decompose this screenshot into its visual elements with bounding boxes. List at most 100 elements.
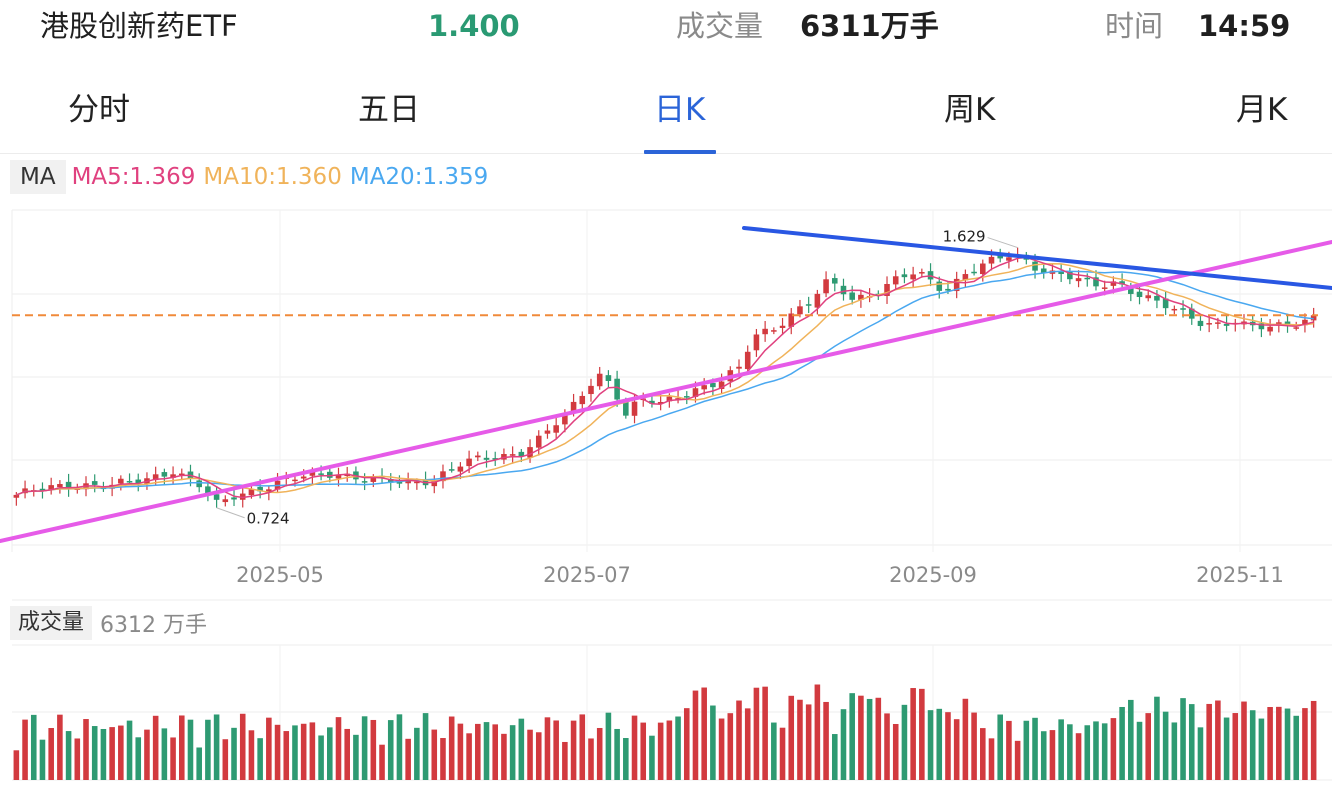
volume-bar bbox=[1188, 704, 1195, 780]
candle-body bbox=[335, 474, 342, 479]
volume-bar bbox=[205, 719, 211, 780]
volume-bar bbox=[535, 732, 542, 780]
candle-body bbox=[483, 457, 490, 460]
candle-body bbox=[370, 477, 377, 482]
volume-bar bbox=[831, 734, 838, 780]
candle-body bbox=[980, 263, 986, 275]
candle-body bbox=[562, 413, 568, 425]
candle-body bbox=[570, 401, 577, 413]
candle-body bbox=[126, 481, 133, 483]
candle-body bbox=[753, 334, 760, 351]
volume-bar bbox=[431, 729, 438, 780]
volume-bar bbox=[422, 713, 429, 780]
candle-body bbox=[57, 484, 63, 488]
volume-bar bbox=[327, 727, 333, 780]
volume-bar bbox=[596, 727, 603, 780]
volume-bar bbox=[353, 734, 359, 780]
candle-body bbox=[361, 481, 368, 483]
volume-bar bbox=[1032, 717, 1038, 780]
volume-bar bbox=[605, 712, 612, 780]
volume-bar bbox=[762, 686, 768, 780]
volume-bar bbox=[701, 687, 707, 780]
candle-body bbox=[527, 447, 533, 458]
tab-monthly-k[interactable]: 月K bbox=[1236, 92, 1288, 128]
volume-bar bbox=[65, 731, 72, 780]
candle-body bbox=[13, 494, 20, 498]
candle-body bbox=[213, 494, 220, 500]
volume-bar bbox=[797, 699, 803, 780]
active-tab-indicator bbox=[644, 150, 716, 154]
volume-bar bbox=[22, 719, 28, 780]
volume-bar bbox=[1049, 730, 1056, 780]
volume-bar bbox=[91, 726, 98, 780]
volume-label: 成交量 bbox=[676, 9, 764, 43]
volume-bars bbox=[13, 684, 1317, 780]
fund-name: 港股创新药ETF bbox=[40, 9, 238, 43]
tab-daily-k[interactable]: 日K bbox=[654, 92, 706, 128]
tab-five-day[interactable]: 五日 bbox=[358, 92, 420, 128]
candle-body bbox=[710, 382, 716, 388]
candle-body bbox=[1058, 271, 1064, 275]
candle-body bbox=[1284, 321, 1291, 326]
candle-body bbox=[300, 476, 307, 479]
volume-bar bbox=[57, 714, 63, 780]
volume-bar bbox=[840, 709, 847, 780]
candle-body bbox=[48, 485, 54, 491]
volume-bar bbox=[623, 738, 629, 780]
volume-bar bbox=[126, 720, 133, 780]
candle-body bbox=[1162, 298, 1169, 309]
volume-bar bbox=[1276, 706, 1282, 780]
volume-bar bbox=[370, 719, 377, 780]
candle-body bbox=[814, 293, 821, 308]
volume-bar bbox=[588, 738, 594, 780]
candle-body bbox=[1128, 286, 1134, 294]
volume-legend: 成交量 6312 万手 bbox=[10, 606, 207, 640]
volume-bar bbox=[405, 738, 411, 780]
candle-body bbox=[1032, 261, 1038, 271]
ma5-value: MA5:1.369 bbox=[71, 164, 196, 190]
candle-body bbox=[318, 473, 324, 475]
volume-bar bbox=[414, 727, 420, 780]
candle-body bbox=[945, 288, 951, 291]
volume-bar bbox=[1223, 717, 1230, 780]
tab-intraday[interactable]: 分时 bbox=[68, 92, 130, 128]
tab-weekly-k[interactable]: 周K bbox=[944, 92, 996, 128]
descending-trendline bbox=[742, 226, 1332, 290]
volume-bar bbox=[997, 714, 1003, 780]
volume-bar bbox=[161, 728, 168, 780]
volume-bar bbox=[1119, 706, 1125, 780]
ma-selector[interactable]: MA bbox=[10, 160, 66, 194]
candle-body bbox=[1110, 281, 1117, 286]
volume-bar bbox=[248, 730, 255, 780]
candle-body bbox=[718, 381, 725, 390]
volume-bar bbox=[518, 718, 525, 780]
volume-bar bbox=[274, 724, 281, 780]
volume-bar bbox=[196, 747, 202, 780]
candle-body bbox=[1101, 287, 1108, 289]
candle-body bbox=[666, 396, 673, 402]
candle-body bbox=[840, 285, 847, 295]
volume-bar bbox=[170, 737, 176, 780]
volume-bar bbox=[666, 720, 673, 780]
candle-body bbox=[231, 497, 237, 500]
candle-body bbox=[1075, 278, 1082, 282]
volume-bar bbox=[858, 695, 864, 780]
candle-body bbox=[170, 474, 176, 478]
volume-bar bbox=[544, 717, 551, 780]
volume-bar bbox=[1093, 721, 1099, 780]
volume-indicator-value: 6312 万手 bbox=[100, 613, 207, 638]
volume-bar bbox=[1075, 733, 1082, 780]
volume-bar bbox=[361, 716, 368, 780]
candle-body bbox=[884, 283, 890, 296]
candle-body bbox=[849, 292, 855, 300]
candle-body bbox=[239, 493, 246, 500]
volume-bar bbox=[48, 728, 54, 780]
volume-indicator-selector[interactable]: 成交量 bbox=[10, 606, 93, 640]
candle-body bbox=[1084, 277, 1091, 280]
candle-body bbox=[588, 385, 594, 395]
candle-body bbox=[596, 373, 603, 387]
volume-bar bbox=[1267, 707, 1273, 780]
candle-body bbox=[1006, 257, 1012, 261]
candle-body bbox=[962, 274, 969, 281]
